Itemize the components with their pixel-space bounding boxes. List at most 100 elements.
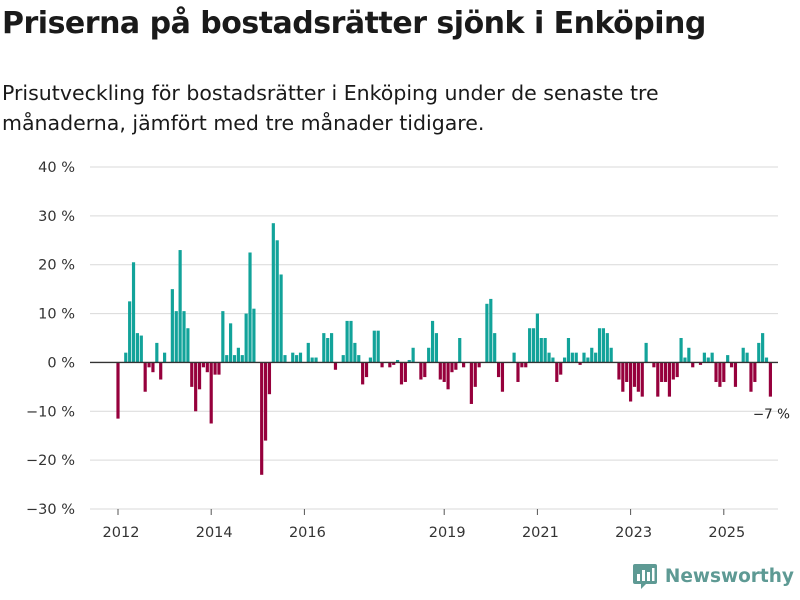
bar <box>555 362 559 382</box>
bar-series <box>116 223 772 475</box>
bar <box>178 250 182 363</box>
bar <box>570 352 574 363</box>
bar <box>531 328 536 363</box>
bar <box>143 362 147 392</box>
bar <box>656 362 660 397</box>
bar <box>240 355 244 363</box>
bar <box>539 338 543 363</box>
bar <box>291 352 295 363</box>
x-tick-label: 2023 <box>615 525 652 541</box>
bar <box>306 342 310 363</box>
bar <box>411 347 415 363</box>
bar <box>174 311 178 363</box>
bar <box>419 362 423 380</box>
bar <box>590 347 594 363</box>
bar <box>244 313 248 363</box>
bar <box>260 362 264 475</box>
bar <box>757 342 761 363</box>
bar <box>714 362 718 382</box>
bar <box>493 333 497 363</box>
bar <box>131 262 136 363</box>
latest-value-annotation: −7 % <box>753 407 790 423</box>
bar <box>368 357 372 363</box>
bar <box>345 320 349 363</box>
bar <box>221 311 225 363</box>
bar <box>403 362 407 382</box>
bar <box>660 362 664 382</box>
bar <box>462 362 466 368</box>
bar <box>729 362 734 368</box>
bar <box>442 362 446 382</box>
x-tick-label: 2012 <box>103 525 140 541</box>
x-tick-label: 2025 <box>708 525 745 541</box>
bar <box>629 362 633 402</box>
bar <box>597 328 602 363</box>
y-tick-label: −10 % <box>26 404 75 420</box>
bar <box>139 335 143 363</box>
bar <box>632 362 637 387</box>
bar <box>547 352 551 363</box>
bar <box>551 357 555 363</box>
bar <box>640 362 644 397</box>
bar <box>423 362 427 378</box>
y-tick-label: 10 % <box>38 307 75 323</box>
bar <box>741 347 745 363</box>
bar <box>764 357 769 363</box>
bar <box>430 320 435 363</box>
bar <box>489 298 493 363</box>
bar <box>396 359 400 363</box>
bar <box>124 352 128 363</box>
bar <box>205 362 209 373</box>
bar <box>135 333 139 363</box>
bar <box>190 362 194 387</box>
bar <box>586 357 590 363</box>
bar <box>182 311 186 363</box>
bar <box>427 347 431 363</box>
bar <box>458 338 462 363</box>
y-tick-label: −20 % <box>26 453 75 469</box>
bar <box>745 352 749 363</box>
bar <box>186 328 190 363</box>
bar <box>726 355 730 363</box>
bar <box>706 357 710 363</box>
bar <box>197 362 202 390</box>
bar <box>543 338 547 363</box>
bar <box>209 362 213 424</box>
bar <box>310 357 314 363</box>
bar <box>753 362 757 382</box>
bar <box>314 357 318 363</box>
bar <box>349 320 353 363</box>
brand-name: Newsworthy <box>664 565 794 587</box>
bar <box>364 362 369 378</box>
bar <box>691 362 695 368</box>
bar <box>500 362 505 392</box>
bar <box>263 362 268 441</box>
brand-logo: Newsworthy <box>632 562 794 590</box>
bar <box>469 362 473 404</box>
bar <box>594 352 598 363</box>
bar <box>353 342 357 363</box>
bar <box>295 355 299 363</box>
bar <box>566 338 571 363</box>
bar <box>438 362 442 380</box>
bar <box>450 362 454 373</box>
bar <box>116 362 120 419</box>
chart-title: Priserna på bostadsrätter sjönk i Enköpi… <box>2 6 706 41</box>
bar <box>702 352 706 363</box>
y-tick-label: 20 % <box>38 258 75 274</box>
bar <box>128 301 132 363</box>
bar <box>768 362 772 397</box>
bar <box>578 362 582 365</box>
bar <box>520 362 524 368</box>
y-tick-label: −30 % <box>26 502 75 518</box>
bar <box>516 362 520 382</box>
bar <box>159 362 163 380</box>
x-tick-label: 2014 <box>196 525 233 541</box>
bar <box>671 362 675 380</box>
bar <box>679 338 683 363</box>
bar <box>213 362 217 375</box>
bar <box>271 223 275 363</box>
bar <box>559 362 563 375</box>
bar <box>512 352 516 363</box>
bar <box>217 362 221 375</box>
